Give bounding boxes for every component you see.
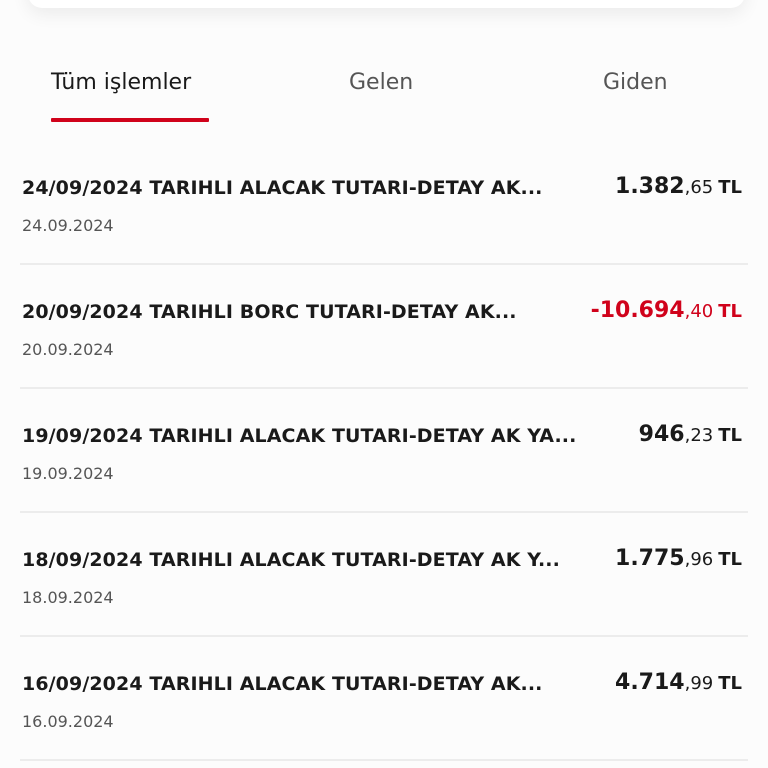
- transaction-date: 20.09.2024: [22, 340, 114, 359]
- amount-decimal: ,99: [684, 673, 714, 694]
- transaction-row[interactable]: 24/09/2024 TARIHLI ALACAK TUTARI-DETAY A…: [0, 141, 768, 265]
- row-divider: [20, 635, 748, 637]
- row-divider: [20, 387, 748, 389]
- transaction-amount: -10.694,40 TL: [591, 298, 742, 323]
- amount-integer: -10.694: [590, 298, 685, 323]
- amount-decimal: ,23: [684, 425, 714, 446]
- amount-currency: TL: [718, 301, 742, 322]
- transaction-title: 19/09/2024 TARIHLI ALACAK TUTARI-DETAY A…: [22, 425, 577, 447]
- tab-all-transactions[interactable]: Tüm işlemler: [51, 70, 192, 95]
- transaction-title: 18/09/2024 TARIHLI ALACAK TUTARI-DETAY A…: [22, 549, 560, 571]
- amount-integer: 946: [638, 422, 685, 447]
- summary-card: [28, 0, 745, 8]
- tab-outgoing[interactable]: Giden: [603, 70, 668, 95]
- tab-incoming[interactable]: Gelen: [349, 70, 414, 95]
- amount-currency: TL: [718, 549, 742, 570]
- row-divider: [20, 759, 748, 761]
- transaction-list: 24/09/2024 TARIHLI ALACAK TUTARI-DETAY A…: [0, 141, 768, 761]
- active-tab-indicator: [51, 118, 209, 122]
- transaction-date: 18.09.2024: [22, 588, 114, 607]
- transaction-amount: 4.714,99 TL: [615, 670, 742, 695]
- transaction-row[interactable]: 19/09/2024 TARIHLI ALACAK TUTARI-DETAY A…: [0, 389, 768, 513]
- transaction-date: 24.09.2024: [22, 216, 114, 235]
- amount-decimal: ,96: [684, 549, 714, 570]
- amount-integer: 1.775: [615, 546, 685, 571]
- transaction-title: 16/09/2024 TARIHLI ALACAK TUTARI-DETAY A…: [22, 673, 543, 695]
- transaction-tabs: Tüm işlemler Gelen Giden: [0, 70, 768, 122]
- amount-integer: 1.382: [615, 174, 685, 199]
- transaction-date: 19.09.2024: [22, 464, 114, 483]
- transaction-date: 16.09.2024: [22, 712, 114, 731]
- amount-decimal: ,40: [684, 301, 714, 322]
- amount-integer: 4.714: [615, 670, 685, 695]
- row-divider: [20, 263, 748, 265]
- transaction-amount: 946,23 TL: [639, 422, 742, 447]
- row-divider: [20, 511, 748, 513]
- transaction-title: 24/09/2024 TARIHLI ALACAK TUTARI-DETAY A…: [22, 177, 543, 199]
- transaction-amount: 1.382,65 TL: [615, 174, 742, 199]
- transaction-row[interactable]: 20/09/2024 TARIHLI BORC TUTARI-DETAY AK.…: [0, 265, 768, 389]
- transaction-amount: 1.775,96 TL: [615, 546, 742, 571]
- transaction-row[interactable]: 18/09/2024 TARIHLI ALACAK TUTARI-DETAY A…: [0, 513, 768, 637]
- amount-currency: TL: [718, 425, 742, 446]
- amount-currency: TL: [718, 177, 742, 198]
- transaction-row[interactable]: 16/09/2024 TARIHLI ALACAK TUTARI-DETAY A…: [0, 637, 768, 761]
- transaction-title: 20/09/2024 TARIHLI BORC TUTARI-DETAY AK.…: [22, 301, 517, 323]
- amount-decimal: ,65: [684, 177, 714, 198]
- amount-currency: TL: [718, 673, 742, 694]
